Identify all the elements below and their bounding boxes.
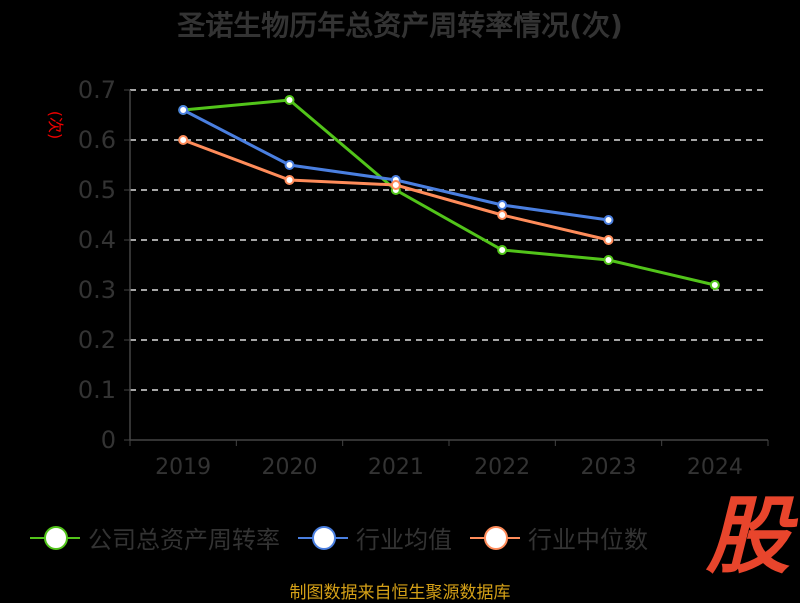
data-point — [497, 200, 508, 210]
x-tick-label: 2024 — [687, 455, 743, 480]
data-point — [284, 95, 295, 105]
data-point — [497, 210, 508, 220]
x-tick-label: 2023 — [581, 455, 637, 480]
x-tick-label: 2021 — [368, 455, 424, 480]
legend-label: 行业均值 — [356, 526, 452, 554]
y-tick-label: 0.1 — [78, 376, 116, 404]
x-tick-label: 2020 — [262, 455, 318, 480]
data-point — [284, 175, 295, 185]
data-point — [497, 245, 508, 255]
y-tick-label: 0 — [101, 426, 116, 454]
x-tick-label: 2022 — [474, 455, 530, 480]
logo: 股 — [706, 487, 791, 585]
legend: 公司总资产周转率 行业均值 行业中位数 — [30, 520, 666, 555]
data-point — [178, 135, 189, 145]
legend-item[interactable]: 公司总资产周转率 — [30, 520, 280, 555]
y-tick-label: 0.4 — [78, 226, 116, 254]
y-axis-label: (次) — [46, 111, 65, 140]
y-tick-label: 0.7 — [78, 76, 116, 104]
chart-title: 圣诺生物历年总资产周转率情况(次) — [177, 9, 623, 42]
data-point — [603, 255, 614, 265]
data-point — [709, 280, 720, 290]
data-point — [178, 105, 189, 115]
legend-item[interactable]: 行业均值 — [298, 520, 452, 555]
y-tick-label: 0.2 — [78, 326, 116, 354]
source-note: 制图数据来自恒生聚源数据库 — [289, 583, 511, 603]
x-tick-label: 2019 — [155, 455, 211, 480]
data-point — [603, 235, 614, 245]
legend-label: 公司总资产周转率 — [88, 526, 280, 554]
legend-item[interactable]: 行业中位数 — [470, 520, 648, 555]
y-tick-label: 0.6 — [78, 126, 116, 154]
series-line — [183, 98, 716, 287]
data-point — [284, 160, 295, 170]
legend-label: 行业中位数 — [528, 526, 648, 554]
data-point — [390, 180, 401, 190]
y-tick-label: 0.5 — [78, 176, 116, 204]
data-point — [603, 215, 614, 225]
y-tick-label: 0.3 — [78, 276, 116, 304]
